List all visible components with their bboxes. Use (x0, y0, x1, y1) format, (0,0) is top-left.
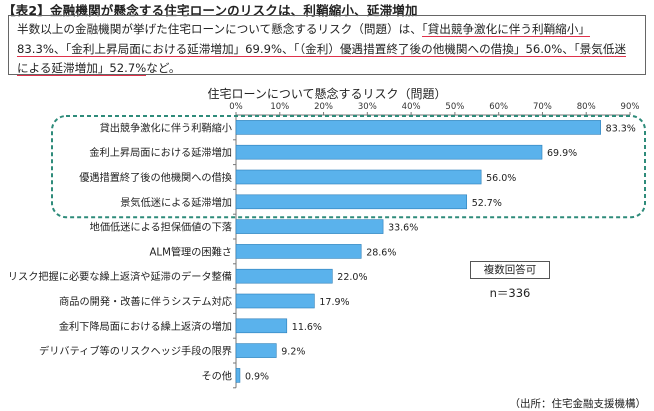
category-label: デリバティブ等のリスクヘッジ手段の限界 (39, 345, 232, 358)
chart-title: 住宅ローンについて懸念するリスク（問題） (207, 87, 447, 101)
category-label: その他 (201, 369, 232, 382)
category-label: 商品の開発・改善に伴うシステム対応 (59, 295, 232, 308)
x-tick-label: 0% (229, 102, 243, 112)
bar-value-label: 52.7% (472, 198, 502, 209)
x-tick-label: 40% (402, 102, 421, 112)
x-tick-label: 80% (577, 102, 596, 112)
bar-value-label: 28.6% (366, 247, 396, 258)
bar-value-label: 0.9% (245, 371, 269, 382)
multiple-answers-note: 複数回答可 (470, 261, 550, 279)
bar-value-label: 83.3% (606, 123, 636, 134)
sample-size: n＝336 (489, 286, 531, 300)
bar (235, 268, 333, 284)
source-credit: （出所：住宅金融支援機構） (509, 398, 647, 410)
bar (235, 293, 315, 309)
bar (235, 144, 543, 160)
summary-text: 半数以上の金融機関が挙げた住宅ローンについて懸念するリスク（問題）は、 (17, 22, 422, 36)
bar-value-label: 69.9% (547, 148, 577, 159)
bar (235, 120, 601, 135)
x-tick-label: 10% (270, 102, 289, 112)
category-label: 金利下降局面における繰上返済の増加 (59, 320, 232, 333)
x-tick-label: 50% (445, 102, 464, 112)
summary-highlight-3: 「（金利）優遇措置終了後の他機関への借換」56.0%、 (293, 41, 574, 57)
summary-highlight-4: 「景気低迷による延滞増加」52.7% (17, 41, 627, 76)
bar (235, 219, 384, 234)
bar-value-label: 17.9% (319, 297, 349, 308)
summary-highlight-1: 「貸出競争激化に伴う利鞘縮小」83.3%、 (17, 22, 590, 57)
category-label: 地価低迷による担保価値の下落 (90, 221, 232, 234)
category-label: 金利上昇局面における延滞増加 (89, 146, 232, 159)
bar (235, 169, 482, 185)
bar-value-label: 33.6% (388, 223, 418, 234)
bar-value-label: 56.0% (486, 173, 516, 184)
category-label: ALM管理の困難さ (149, 245, 232, 258)
bar (235, 318, 288, 334)
figure-title: 【表2】金融機関が懸念する住宅ローンのリスクは、利鞘縮小、延滞増加 (3, 3, 418, 18)
x-tick-label: 90% (621, 102, 640, 112)
highlight-frame (51, 115, 646, 219)
bar-value-label: 9.2% (281, 347, 305, 358)
bar (235, 244, 362, 259)
x-tick-label: 70% (533, 102, 552, 112)
x-tick-label: 60% (489, 102, 508, 112)
summary-highlight-2: 「金利上昇局面における延滞増加」69.9%、 (65, 41, 294, 57)
bar (235, 368, 241, 383)
bar (235, 343, 277, 358)
bar (235, 194, 468, 210)
category-label: 景気低迷による延滞増加 (120, 196, 232, 209)
summary-tail: など。 (146, 61, 181, 75)
x-tick-label: 20% (314, 102, 333, 112)
bar-value-label: 11.6% (292, 322, 322, 333)
category-label: リスク把握に必要な繰上返済や延滞のデータ整備 (8, 270, 232, 283)
category-label: 貸出競争激化に伴う利鞘縮小 (100, 121, 232, 134)
x-tick-label: 30% (358, 102, 377, 112)
summary-box: 半数以上の金融機関が挙げた住宅ローンについて懸念するリスク（問題）は、「貸出競争… (8, 15, 646, 76)
bar-value-label: 22.0% (337, 272, 367, 283)
category-label: 優遇措置終了後の他機関への借換 (79, 171, 232, 184)
